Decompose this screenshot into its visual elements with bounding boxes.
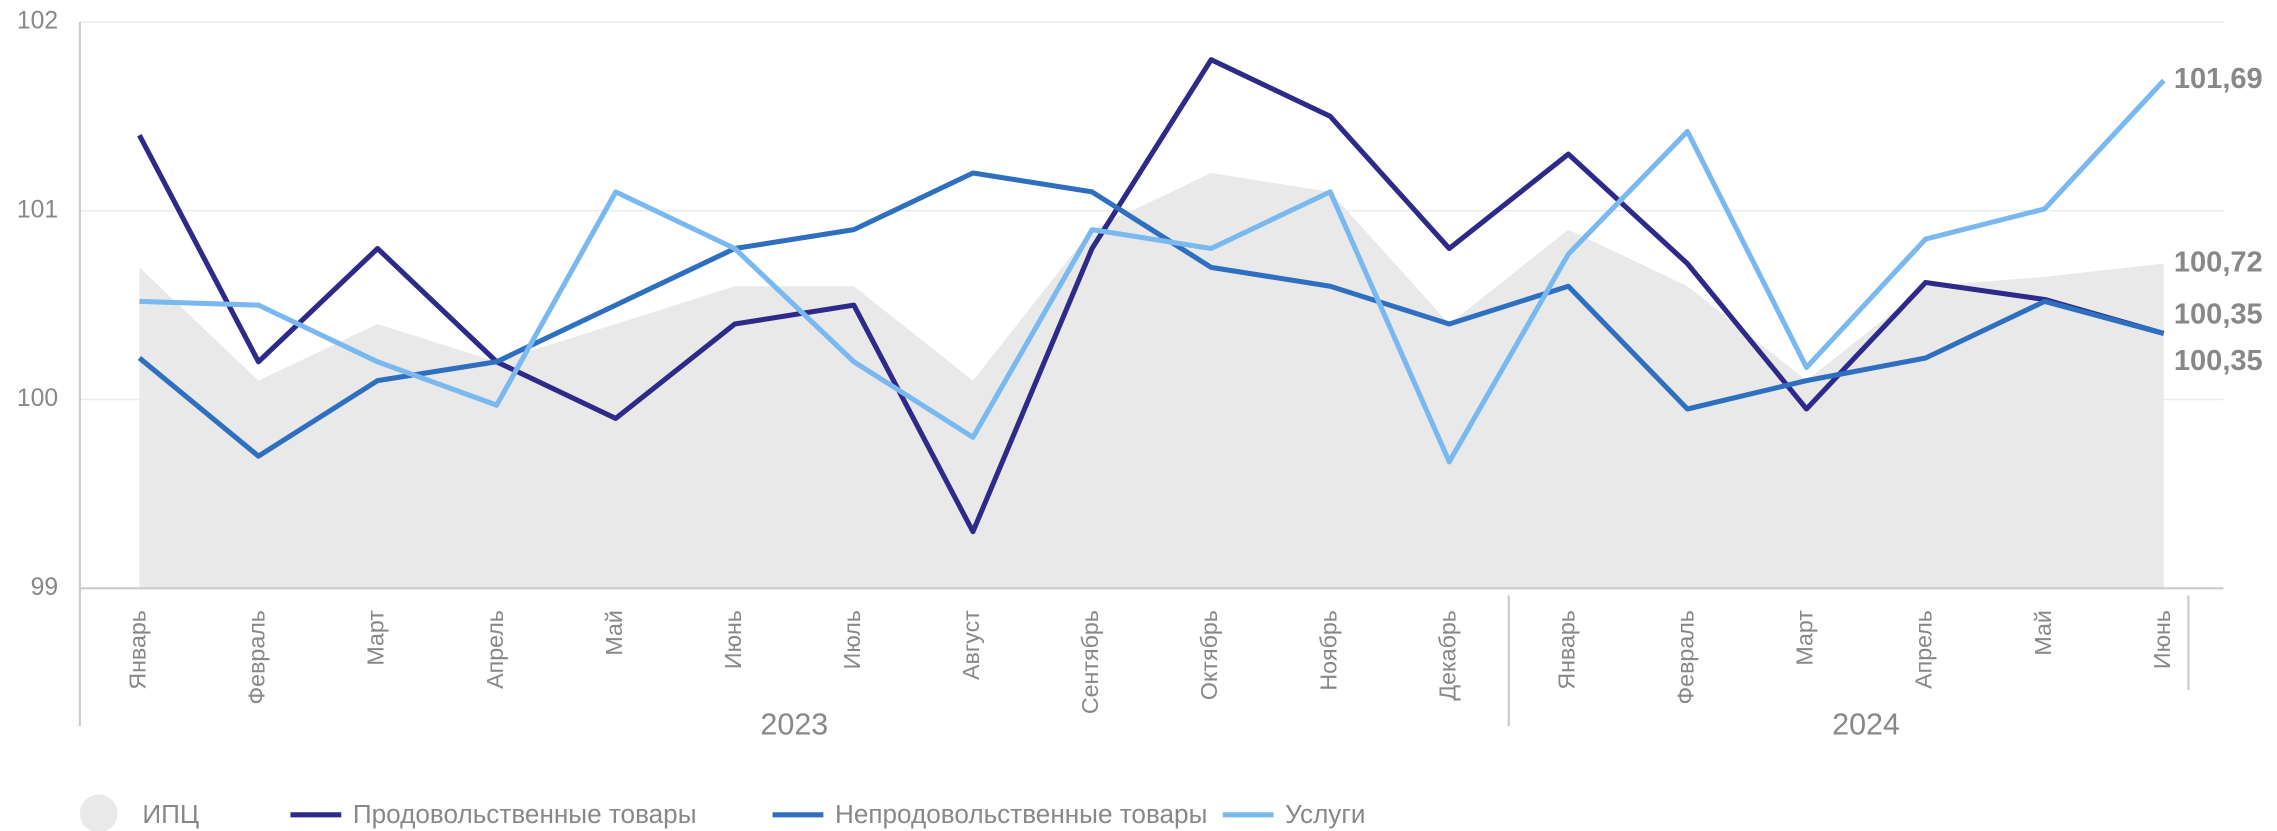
line	[139, 78, 2166, 465]
x-tick-label: Декабрь	[1434, 610, 1460, 701]
x-tick-label: Апрель	[1911, 610, 1937, 689]
legend-swatch	[79, 794, 118, 831]
x-tick-label: Март	[363, 610, 389, 666]
legend-label: Непродовольственные товары	[835, 799, 1207, 829]
area	[139, 172, 2164, 589]
legend-label: ИПЦ	[142, 799, 199, 829]
x-tick-label: Июль	[839, 610, 865, 669]
group-label: 2024	[1832, 707, 1900, 741]
x-tick-label: Январь	[125, 610, 151, 690]
end-label: 100,72	[2174, 246, 2263, 278]
x-tick-label: Январь	[1553, 610, 1579, 690]
y-tick-label: 101	[17, 196, 58, 223]
group-label: 2023	[760, 707, 828, 741]
y-tick-label: 102	[17, 7, 58, 34]
y-tick-label: 99	[31, 574, 58, 601]
line	[137, 170, 2165, 459]
x-tick-label: Август	[958, 610, 984, 680]
x-tick-label: Февраль	[244, 610, 270, 704]
legend-label: Услуги	[1285, 799, 1365, 829]
x-tick-label: Сентябрь	[1077, 610, 1103, 714]
x-tick-label: Июнь	[720, 610, 746, 669]
y-tick-label: 100	[17, 385, 58, 412]
x-tick-label: Ноябрь	[1315, 610, 1341, 691]
x-tick-label: Май	[601, 610, 627, 656]
x-tick-label: Февраль	[1673, 610, 1699, 704]
x-tick-label: Июнь	[2149, 610, 2175, 669]
end-label: 100,35	[2174, 299, 2263, 331]
end-label: 100,35	[2174, 345, 2263, 377]
x-tick-label: Май	[2030, 610, 2056, 656]
line	[137, 57, 2165, 535]
x-tick-label: Октябрь	[1196, 610, 1222, 700]
x-tick-label: Март	[1792, 610, 1818, 666]
legend-label: Продовольственные товары	[353, 799, 697, 829]
x-tick-label: Апрель	[482, 610, 508, 689]
end-label: 101,69	[2174, 63, 2263, 95]
